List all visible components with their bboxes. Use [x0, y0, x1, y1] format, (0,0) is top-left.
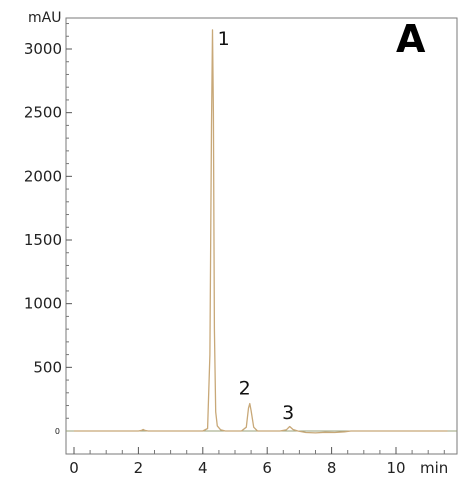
axis-tick-labels: 500 1000 1500 2000 2500 3000 0 0 2 4 6 8 10 [24, 40, 406, 477]
chromatogram-trace [74, 29, 448, 434]
peak-labels: 1 2 3 [218, 28, 294, 424]
y-tick-label: 2000 [24, 167, 62, 185]
peak-label: 1 [218, 28, 230, 50]
plot-frame [65, 17, 458, 455]
peak-label: 2 [239, 378, 251, 400]
y-tick-label: 3000 [24, 40, 62, 58]
y-tick-label: 1000 [24, 295, 62, 313]
x-tick-label: 6 [262, 459, 272, 477]
y-tick-label: 2500 [24, 104, 62, 122]
axis-ticks [66, 23, 445, 454]
x-tick-label: 4 [198, 459, 208, 477]
y-tick-label: 1500 [24, 231, 62, 249]
x-tick-label: 2 [134, 459, 144, 477]
x-tick-label: 10 [386, 459, 405, 477]
x-tick-label: 0 [69, 459, 79, 477]
x-axis-unit-label: min [420, 459, 448, 477]
y-zero-label: 0 [55, 427, 60, 436]
peak-label: 3 [282, 402, 294, 424]
y-tick-label: 500 [33, 358, 62, 376]
x-tick-label: 8 [327, 459, 337, 477]
y-axis-unit-label: mAU [28, 10, 61, 26]
panel-label: A [396, 17, 426, 61]
